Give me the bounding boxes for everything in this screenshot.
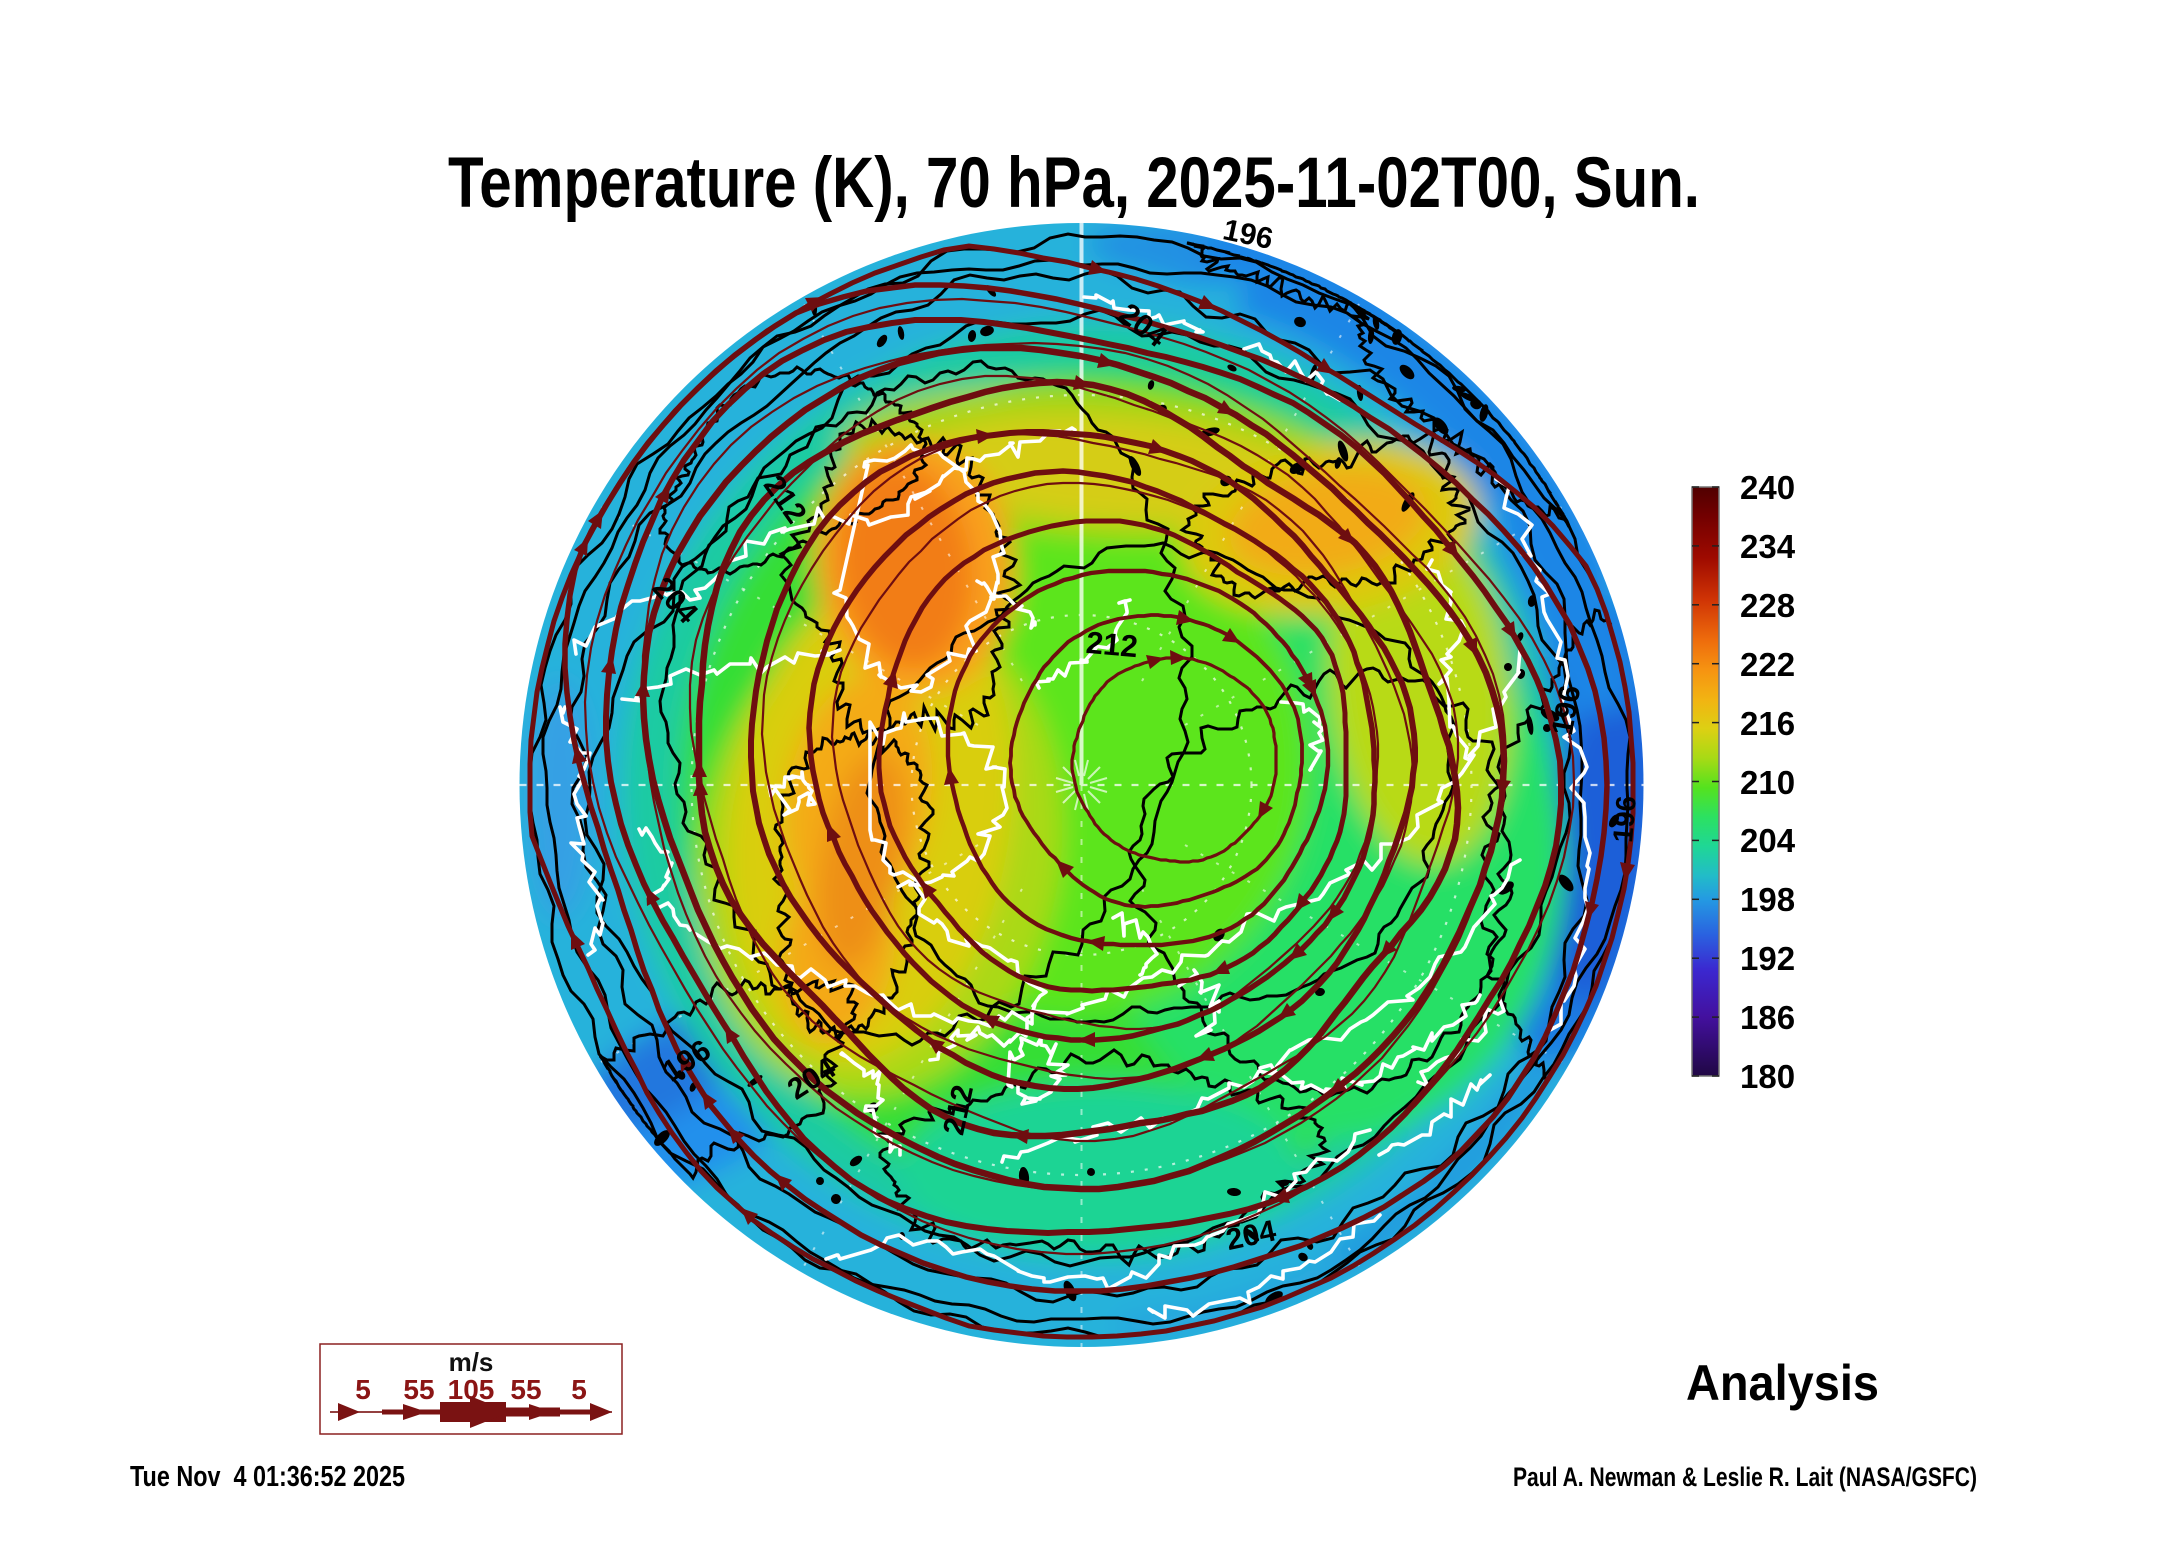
svg-text:186: 186	[1740, 999, 1795, 1036]
svg-text:196: 196	[1607, 795, 1642, 844]
svg-text:240: 240	[1740, 469, 1795, 506]
svg-text:180: 180	[1740, 1058, 1795, 1095]
svg-text:55: 55	[403, 1374, 434, 1405]
svg-text:212: 212	[1085, 625, 1140, 664]
svg-text:204: 204	[1740, 822, 1796, 859]
svg-text:216: 216	[1740, 705, 1795, 742]
svg-text:210: 210	[1740, 764, 1795, 801]
svg-text:222: 222	[1740, 646, 1795, 683]
svg-text:Analysis: Analysis	[1686, 1355, 1879, 1411]
svg-text:5: 5	[571, 1374, 587, 1405]
svg-text:Paul A. Newman & Leslie R. Lai: Paul A. Newman & Leslie R. Lait (NASA/GS…	[1513, 1462, 1977, 1492]
svg-text:Temperature (K), 70 hPa, 2025-: Temperature (K), 70 hPa, 2025-11-02T00, …	[448, 144, 1700, 223]
svg-text:55: 55	[510, 1374, 541, 1405]
svg-text:m/s: m/s	[449, 1347, 494, 1377]
svg-text:192: 192	[1740, 940, 1795, 977]
svg-text:5: 5	[355, 1374, 371, 1405]
svg-text:Tue Nov 4 01:36:52 2025: Tue Nov 4 01:36:52 2025	[130, 1461, 405, 1493]
svg-text:234: 234	[1740, 528, 1796, 565]
svg-text:198: 198	[1740, 881, 1795, 918]
svg-text:228: 228	[1740, 587, 1795, 624]
